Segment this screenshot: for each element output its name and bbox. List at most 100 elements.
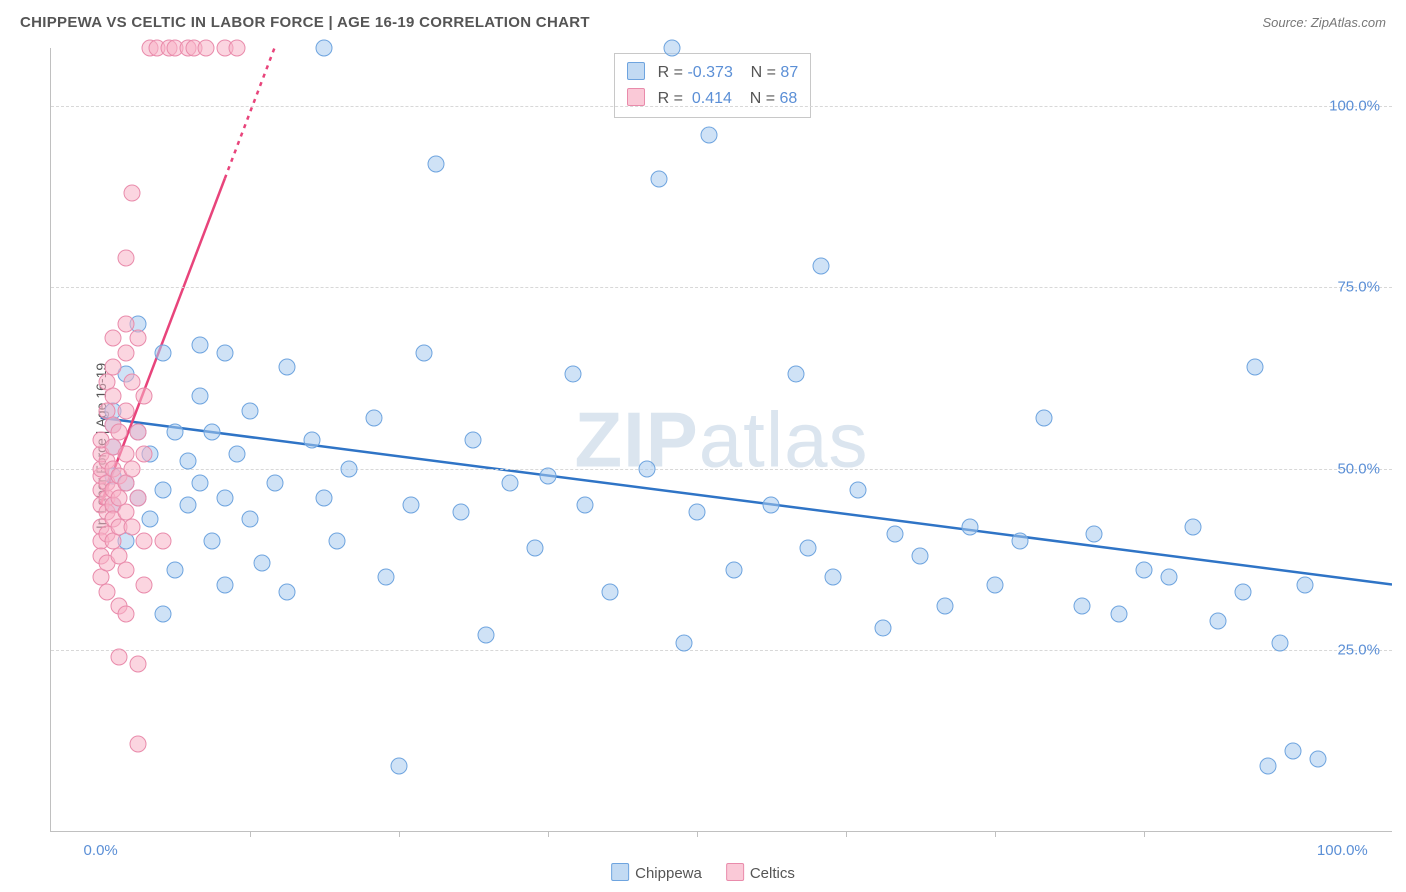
scatter-point	[129, 424, 146, 441]
scatter-point	[850, 482, 867, 499]
swatch-blue	[627, 62, 645, 80]
scatter-point	[204, 424, 221, 441]
x-tick-minor	[399, 831, 400, 837]
scatter-point	[688, 504, 705, 521]
scatter-point	[111, 424, 128, 441]
scatter-point	[241, 402, 258, 419]
scatter-point	[365, 409, 382, 426]
scatter-point	[328, 533, 345, 550]
scatter-point	[192, 337, 209, 354]
scatter-point	[123, 373, 140, 390]
x-tick-minor	[846, 831, 847, 837]
scatter-point	[278, 359, 295, 376]
scatter-point	[216, 489, 233, 506]
scatter-point	[154, 605, 171, 622]
scatter-point	[427, 156, 444, 173]
chart-title: CHIPPEWA VS CELTIC IN LABOR FORCE | AGE …	[20, 14, 590, 31]
scatter-point	[1011, 533, 1028, 550]
scatter-point	[378, 569, 395, 586]
grid-line-h	[51, 287, 1392, 288]
legend-item: Chippewa	[611, 863, 702, 882]
stats-row: R = 0.414 N = 68	[627, 86, 798, 112]
scatter-point	[812, 257, 829, 274]
scatter-point	[800, 540, 817, 557]
scatter-point	[117, 402, 134, 419]
swatch-pink	[726, 863, 744, 881]
scatter-point	[788, 366, 805, 383]
scatter-point	[192, 388, 209, 405]
scatter-point	[105, 330, 122, 347]
scatter-point	[539, 467, 556, 484]
scatter-point	[167, 424, 184, 441]
scatter-point	[117, 344, 134, 361]
scatter-point	[154, 344, 171, 361]
scatter-point	[123, 460, 140, 477]
scatter-point	[676, 634, 693, 651]
x-tick-minor	[995, 831, 996, 837]
scatter-point	[303, 431, 320, 448]
scatter-point	[254, 554, 271, 571]
trend-lines	[51, 48, 1392, 831]
scatter-point	[316, 489, 333, 506]
scatter-point	[887, 525, 904, 542]
scatter-point	[129, 489, 146, 506]
chart-header: CHIPPEWA VS CELTIC IN LABOR FORCE | AGE …	[0, 0, 1406, 41]
grid-line-h	[51, 106, 1392, 107]
scatter-point	[502, 475, 519, 492]
y-tick-label: 50.0%	[1337, 460, 1380, 477]
scatter-point	[1073, 598, 1090, 615]
scatter-point	[874, 620, 891, 637]
x-tick-minor	[548, 831, 549, 837]
scatter-point	[117, 250, 134, 267]
scatter-point	[136, 533, 153, 550]
scatter-point	[167, 562, 184, 579]
scatter-point	[986, 576, 1003, 593]
scatter-point	[1247, 359, 1264, 376]
scatter-point	[117, 315, 134, 332]
grid-line-h	[51, 469, 1392, 470]
stats-row: R = -0.373 N = 87	[627, 60, 798, 86]
scatter-point	[216, 344, 233, 361]
scatter-point	[1185, 518, 1202, 535]
chart-source: Source: ZipAtlas.com	[1262, 15, 1386, 30]
scatter-point	[105, 388, 122, 405]
x-tick-minor	[697, 831, 698, 837]
scatter-point	[825, 569, 842, 586]
scatter-point	[465, 431, 482, 448]
scatter-point	[1309, 750, 1326, 767]
scatter-point	[1110, 605, 1127, 622]
scatter-point	[266, 475, 283, 492]
scatter-point	[527, 540, 544, 557]
scatter-point	[1036, 409, 1053, 426]
scatter-point	[403, 496, 420, 513]
scatter-point	[123, 185, 140, 202]
scatter-point	[154, 533, 171, 550]
scatter-point	[179, 496, 196, 513]
grid-line-h	[51, 650, 1392, 651]
scatter-point	[142, 511, 159, 528]
scatter-point	[204, 533, 221, 550]
y-tick-label: 25.0%	[1337, 641, 1380, 658]
scatter-point	[576, 496, 593, 513]
scatter-point	[111, 649, 128, 666]
scatter-point	[229, 446, 246, 463]
scatter-point	[105, 359, 122, 376]
stats-legend-box: R = -0.373 N = 87 R = 0.414 N = 68	[614, 53, 811, 118]
swatch-pink	[627, 88, 645, 106]
scatter-point	[154, 482, 171, 499]
scatter-point	[452, 504, 469, 521]
scatter-point	[639, 460, 656, 477]
scatter-point	[316, 40, 333, 57]
scatter-point	[129, 330, 146, 347]
scatter-point	[229, 40, 246, 57]
scatter-point	[415, 344, 432, 361]
x-tick-label: 0.0%	[84, 842, 118, 859]
watermark: ZIPatlas	[574, 394, 868, 485]
scatter-point	[179, 453, 196, 470]
scatter-point	[651, 170, 668, 187]
scatter-point	[129, 656, 146, 673]
scatter-point	[216, 576, 233, 593]
scatter-point	[390, 757, 407, 774]
scatter-point	[341, 460, 358, 477]
x-tick-minor	[1144, 831, 1145, 837]
